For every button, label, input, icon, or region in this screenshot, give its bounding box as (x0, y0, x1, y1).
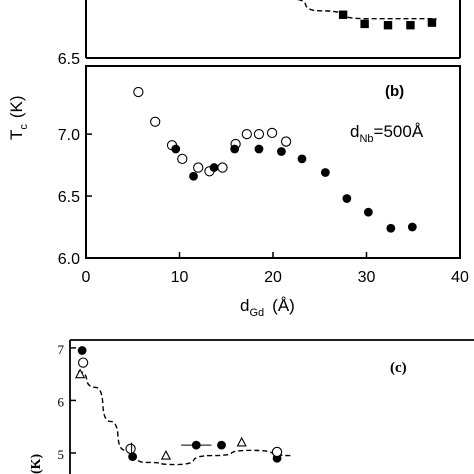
panel-b-point-filled-circle (254, 144, 264, 154)
panel-b-point-open-circle (177, 153, 188, 165)
panel-a: 6.5 (58, 0, 461, 68)
panel-c-y-tick-label: 5 (58, 447, 65, 462)
panel-a-y-tick-label: 6.5 (58, 51, 80, 68)
panel-b-point-filled-circle (386, 223, 396, 233)
panel-b-x-tick-label: 30 (358, 269, 376, 286)
y-axis-label: Tc(K) (7, 95, 30, 140)
panel-b-point-filled-circle (407, 222, 417, 232)
panel-b-point-open-circle (133, 86, 144, 98)
panel-b-point-filled-circle (189, 171, 198, 181)
panel-b-x-tick-label: 40 (451, 269, 469, 286)
panel-c-y-tick-label: 6 (58, 394, 65, 409)
panel-b-annotation: dNb=500Å (350, 122, 424, 145)
panel-b-point-open-circle (241, 128, 252, 140)
panel-b-y-tick-label: 6.5 (58, 189, 80, 206)
panel-b-point-filled-circle (209, 163, 219, 172)
panel-c-point-filled-circle (77, 346, 87, 355)
panel-c-point-open-circle (77, 357, 89, 368)
panel-b-point-filled-circle (230, 144, 240, 154)
panel-c-point-filled-circle (128, 452, 138, 462)
x-axis-label: dGd (Å) (240, 296, 295, 319)
panel-b-point-open-circle (280, 136, 292, 147)
panel-c-point-open-circle (125, 443, 136, 454)
panel-c-point-open-triangle (160, 449, 172, 460)
panel-c-y-axis-label: (K) (29, 453, 44, 474)
panel-b-point-filled-circle (277, 147, 286, 156)
panel-a-fit-curve (296, 0, 437, 20)
panel-b-point-open-circle (266, 127, 278, 139)
panel-b-x-tick-label: 20 (264, 269, 282, 286)
panel-a-point-filled-square (360, 19, 369, 29)
panel-b-point-open-circle (150, 116, 161, 127)
panel-b-x-tick-label: 10 (171, 269, 189, 286)
panel-c-y-tick-label: 7 (58, 342, 65, 357)
panel-b-point-open-circle (253, 128, 265, 140)
panel-b-point-filled-circle (320, 168, 330, 177)
panel-c-point-open-circle (271, 446, 283, 458)
panel-b-point-open-circle (193, 162, 204, 173)
panel-c-point-filled-circle (217, 440, 226, 450)
panel-c-point-open-triangle (74, 368, 86, 379)
panel-b: 6.0 6.5 7.0 0 10 20 30 40 (b) dNb=500Å Tc(K) dG… (7, 65, 469, 319)
panel-a-point-filled-square (406, 21, 415, 30)
panel-c-fit-curve (78, 370, 293, 466)
panel-c-point-open-triangle (236, 436, 247, 447)
panel-b-point-open-circle (217, 162, 228, 173)
panel-b-y-tick-label: 7.0 (58, 127, 80, 144)
panel-b-x-tick-label: 0 (82, 269, 91, 286)
panel-b-point-filled-circle (171, 144, 181, 154)
panel-b-point-filled-circle (342, 194, 352, 203)
panel-a-point-filled-square (383, 21, 393, 30)
panel-b-point-filled-circle (363, 207, 373, 217)
panel-b-label: (b) (385, 83, 404, 100)
panel-a-point-filled-square (427, 18, 437, 27)
panel-c-label: (c) (390, 360, 407, 376)
panel-b-point-filled-circle (297, 154, 307, 164)
panel-a-point-filled-square (338, 10, 348, 19)
panel-b-y-tick-label: 6.0 (58, 251, 80, 268)
panel-c: 5 6 7 (c) (K) (29, 339, 474, 474)
